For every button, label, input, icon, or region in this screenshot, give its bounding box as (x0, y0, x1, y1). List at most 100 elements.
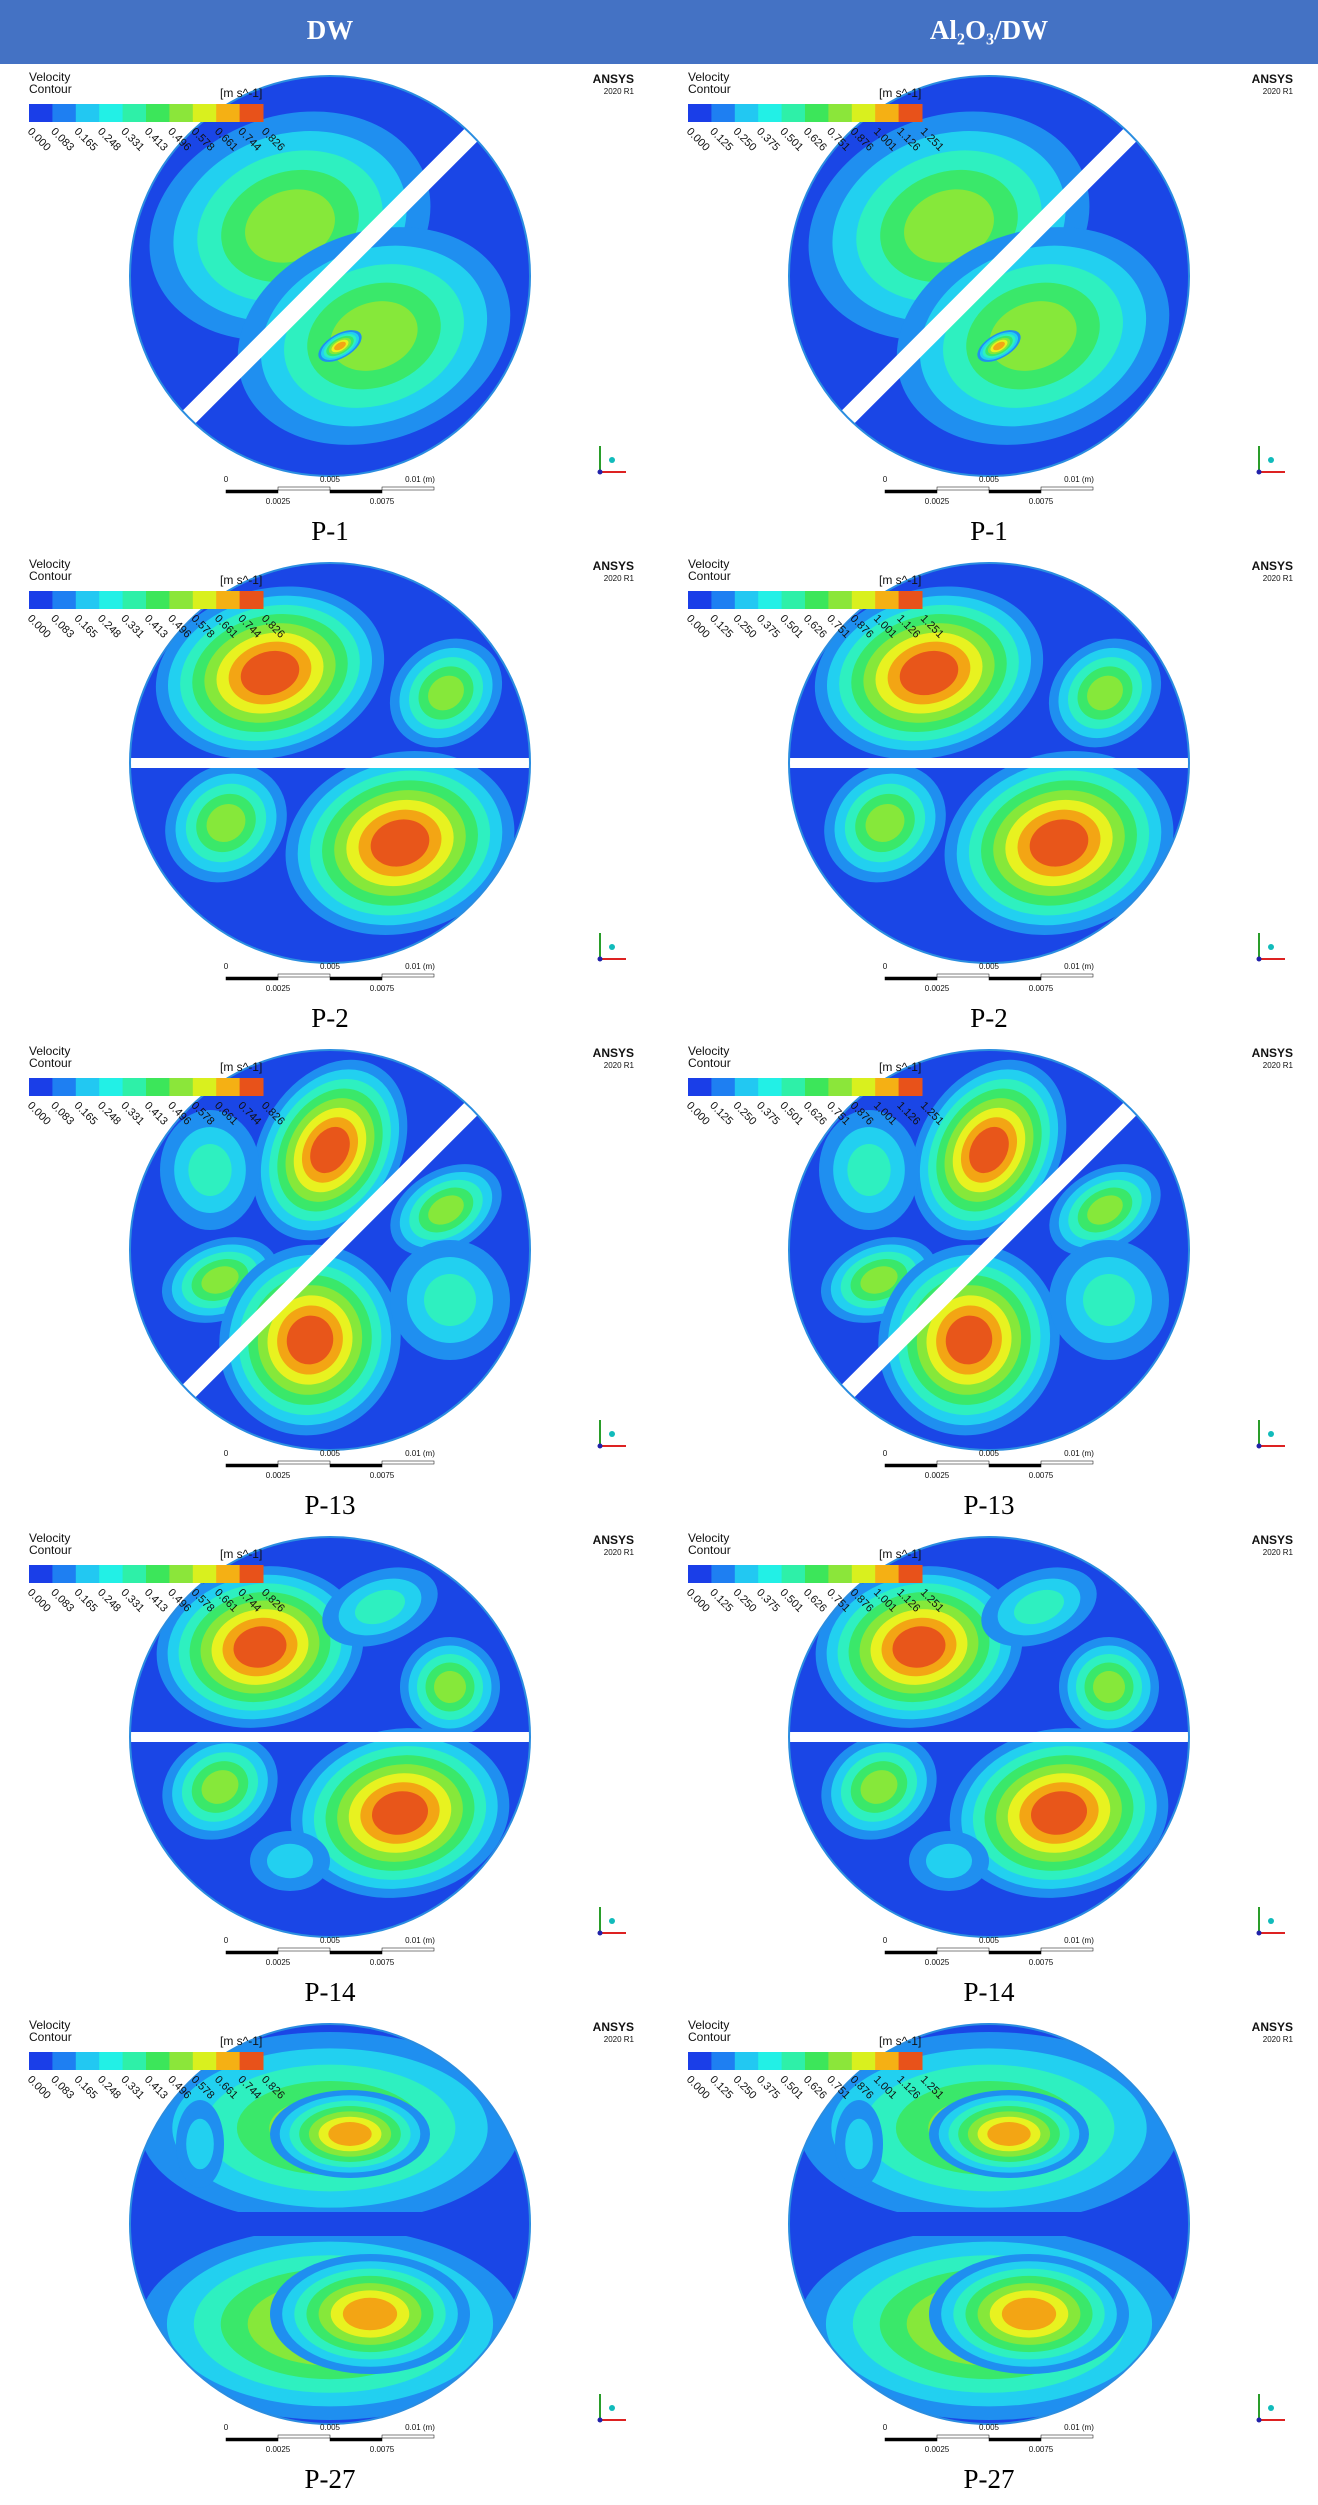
legend-tick-label: 0.083 (48, 1587, 76, 1615)
legend-swatch (169, 1565, 194, 1583)
legend-swatch (146, 591, 170, 609)
legend-tick-label: 0.250 (731, 1587, 759, 1615)
legend-swatch (688, 2052, 712, 2070)
scale-label: 0.01 (m) (1064, 475, 1094, 484)
scale-label: 0.0025 (925, 1471, 950, 1480)
legend-swatch (122, 2052, 147, 2070)
contour-level (428, 1195, 464, 1225)
triad-origin (597, 469, 603, 475)
contour (789, 2024, 1189, 2424)
contour-level (1093, 1671, 1125, 1703)
legend-swatch (805, 591, 829, 609)
scale-label: 0.0075 (1029, 1958, 1054, 1967)
triad-origin (1256, 2417, 1262, 2423)
domain-outline (788, 1536, 1190, 1938)
legend-swatch (169, 1078, 194, 1096)
panel-label: P-1 (970, 516, 1008, 546)
legend-swatch (99, 591, 124, 609)
brand: ANSYS (593, 559, 634, 573)
version: 2020 R1 (604, 1061, 635, 1070)
legend-tick-label: 0.413 (142, 1587, 170, 1615)
scale-label: 0.01 (m) (1064, 2423, 1094, 2432)
triad-origin (597, 2417, 603, 2423)
scale-label: 0 (883, 962, 888, 971)
channel-gap (130, 1050, 530, 1450)
scale-label: 0.0075 (370, 497, 395, 506)
contour-level (987, 2122, 1031, 2146)
triad-z (1268, 457, 1274, 463)
legend-swatch (216, 1565, 241, 1583)
legend-title: Contour (688, 1543, 731, 1557)
panel-label: P-13 (304, 1490, 355, 1520)
contour-level (904, 189, 994, 263)
legend-swatch (146, 1565, 170, 1583)
scale-label: 0 (883, 1449, 888, 1458)
contour-level (233, 1626, 287, 1668)
scale-segment (381, 1460, 435, 1465)
legend-tick-label: 0.083 (48, 126, 76, 154)
legend-tick-label: 0.248 (95, 1100, 123, 1128)
legend-tick-label: 0.250 (731, 613, 759, 641)
contour-level (865, 803, 905, 843)
legend-tick-label: 0.083 (48, 1100, 76, 1128)
scale-label: 0 (224, 1936, 229, 1945)
legend-swatch (122, 1078, 147, 1096)
legend-swatch (711, 1565, 736, 1583)
legend-swatch (898, 1565, 923, 1583)
column-title: DW (307, 15, 354, 45)
channel-gap (789, 2212, 1189, 2236)
contour (789, 563, 1189, 963)
version: 2020 R1 (1263, 1548, 1294, 1557)
legend-swatch (688, 1078, 712, 1096)
scale-segment (988, 2437, 1042, 2442)
legend-swatch (239, 2052, 264, 2070)
contour-level (245, 189, 335, 263)
legend-swatch (898, 104, 923, 122)
legend-title: Contour (29, 2030, 72, 2044)
legend-swatch (851, 2052, 876, 2070)
legend-tick-label: 0.248 (95, 126, 123, 154)
contour-level (310, 1126, 350, 1174)
contour-level (1001, 2297, 1057, 2331)
legend-tick-label: 0.165 (72, 2074, 100, 2102)
legend-swatch (898, 1078, 923, 1096)
triad-z (1268, 1918, 1274, 1924)
contour (130, 563, 530, 963)
scale-segment (884, 1950, 938, 1955)
scale-label: 0.01 (m) (405, 2423, 435, 2432)
legend-swatch (828, 104, 853, 122)
version: 2020 R1 (1263, 1061, 1294, 1070)
legend-title: Velocity (688, 1044, 729, 1058)
scale-label: 0.0075 (1029, 1471, 1054, 1480)
legend-swatch (146, 104, 170, 122)
legend-title: Velocity (688, 557, 729, 571)
legend-swatch (146, 1078, 170, 1096)
domain-outline (788, 75, 1190, 477)
legend-title: Velocity (29, 1044, 70, 1058)
legend-title: Velocity (688, 2018, 729, 2032)
legend-swatch (734, 1078, 759, 1096)
domain-outline (788, 1049, 1190, 1451)
brand: ANSYS (1252, 559, 1293, 573)
channel-gap (789, 1732, 1189, 1742)
contour-level (434, 1671, 466, 1703)
contour-level (354, 1589, 406, 1625)
brand: ANSYS (593, 72, 634, 86)
scale-segment (936, 2434, 990, 2439)
scale-label: 0.01 (m) (405, 1449, 435, 1458)
channel-gap (789, 1050, 1189, 1450)
legend-tick-label: 0.165 (72, 1100, 100, 1128)
legend-tick-label: 0.000 (25, 2074, 53, 2102)
version: 2020 R1 (604, 2035, 635, 2044)
scale-segment (1040, 486, 1094, 491)
version: 2020 R1 (1263, 574, 1294, 583)
scale-label: 0.005 (979, 962, 1000, 971)
contour (789, 1537, 1189, 1937)
scale-label: 0.0025 (266, 1471, 291, 1480)
contour-level (845, 2118, 873, 2170)
version: 2020 R1 (604, 87, 635, 96)
legend-unit: [m s^-1] (220, 573, 262, 587)
